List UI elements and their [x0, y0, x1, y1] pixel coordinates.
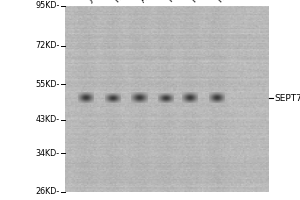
Text: HepG2: HepG2: [166, 0, 192, 4]
Text: 43KD-: 43KD-: [36, 115, 60, 124]
Text: Mouse testis: Mouse testis: [190, 0, 234, 4]
Text: HeLa: HeLa: [112, 0, 134, 4]
Text: Jurkat: Jurkat: [86, 0, 110, 4]
Text: 55KD-: 55KD-: [36, 80, 60, 89]
Text: Rat testis: Rat testis: [217, 0, 251, 4]
Text: 72KD-: 72KD-: [36, 41, 60, 50]
Text: 26KD-: 26KD-: [36, 188, 60, 196]
Text: A375: A375: [139, 0, 161, 4]
Text: SEPT7: SEPT7: [274, 94, 300, 103]
Text: 34KD-: 34KD-: [36, 149, 60, 158]
Text: 95KD-: 95KD-: [36, 1, 60, 10]
